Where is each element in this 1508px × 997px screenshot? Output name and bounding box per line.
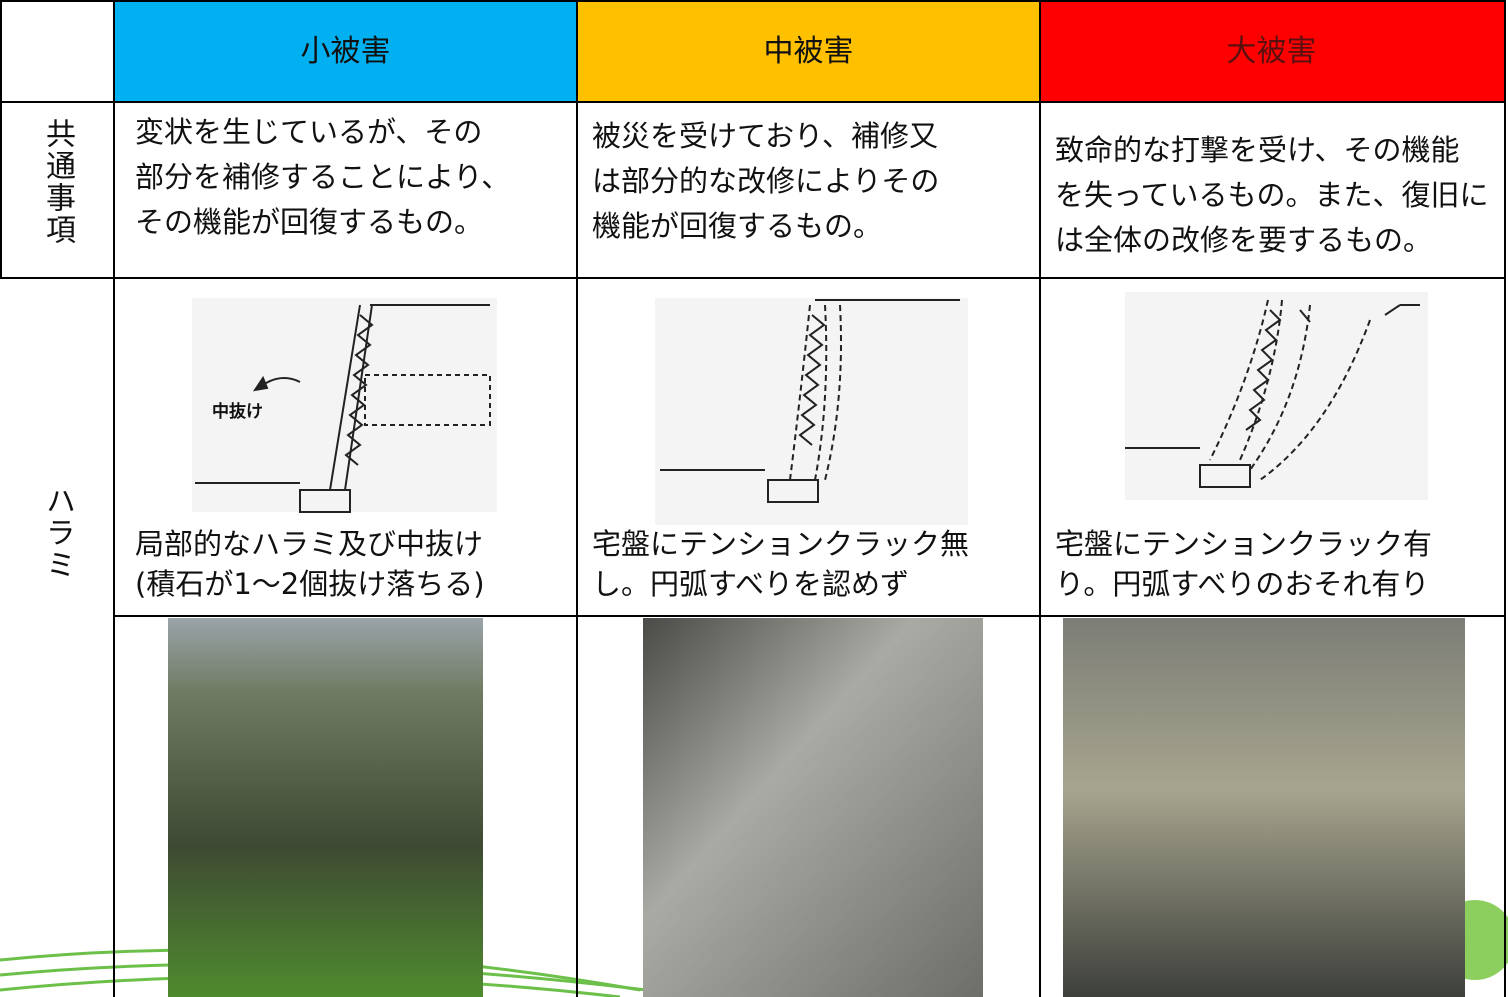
header-cell [114, 0, 577, 102]
header: 中被害 [763, 34, 854, 69]
header: 大被害 [1226, 34, 1317, 69]
diagram-label: 中抜け [212, 402, 263, 422]
cell-line: 部分を補修することにより、 [135, 160, 511, 194]
cell-line: その機能が回復するもの。 [135, 205, 484, 239]
cell-line: し。円弧すべりを認めず [592, 567, 909, 601]
photo [643, 618, 983, 997]
cell-line: 局部的なハラミ及び中抜け [135, 527, 484, 561]
cell-line: は部分的な改修によりその [592, 164, 940, 198]
header-cell [1040, 0, 1505, 102]
cell-line: を失っているもの。また、復旧に [1055, 178, 1489, 212]
cell-line: 宅盤にテンションクラック有 [1055, 527, 1433, 561]
cell-line: 宅盤にテンションクラック無 [592, 527, 970, 561]
header: 小被害 [300, 34, 391, 69]
photo [168, 618, 483, 997]
row-label: 共通事項 [40, 118, 75, 246]
cell-line: 機能が回復するもの。 [592, 209, 883, 243]
cell-line: 被災を受けており、補修又 [592, 119, 938, 153]
diagram [192, 292, 1428, 525]
cell-line: は全体の改修を要するもの。 [1055, 223, 1433, 257]
cell-line: 変状を生じているが、その [135, 115, 483, 149]
cell-line: (積石が1～2個抜け落ちる) [135, 567, 485, 601]
cell-line: 致命的な打撃を受け、その機能 [1055, 133, 1460, 167]
header-cell [577, 0, 1040, 102]
row-label: ハラミ [40, 485, 75, 581]
cell-line: り。円弧すべりのおそれ有り [1055, 567, 1430, 601]
photo [1063, 618, 1465, 997]
